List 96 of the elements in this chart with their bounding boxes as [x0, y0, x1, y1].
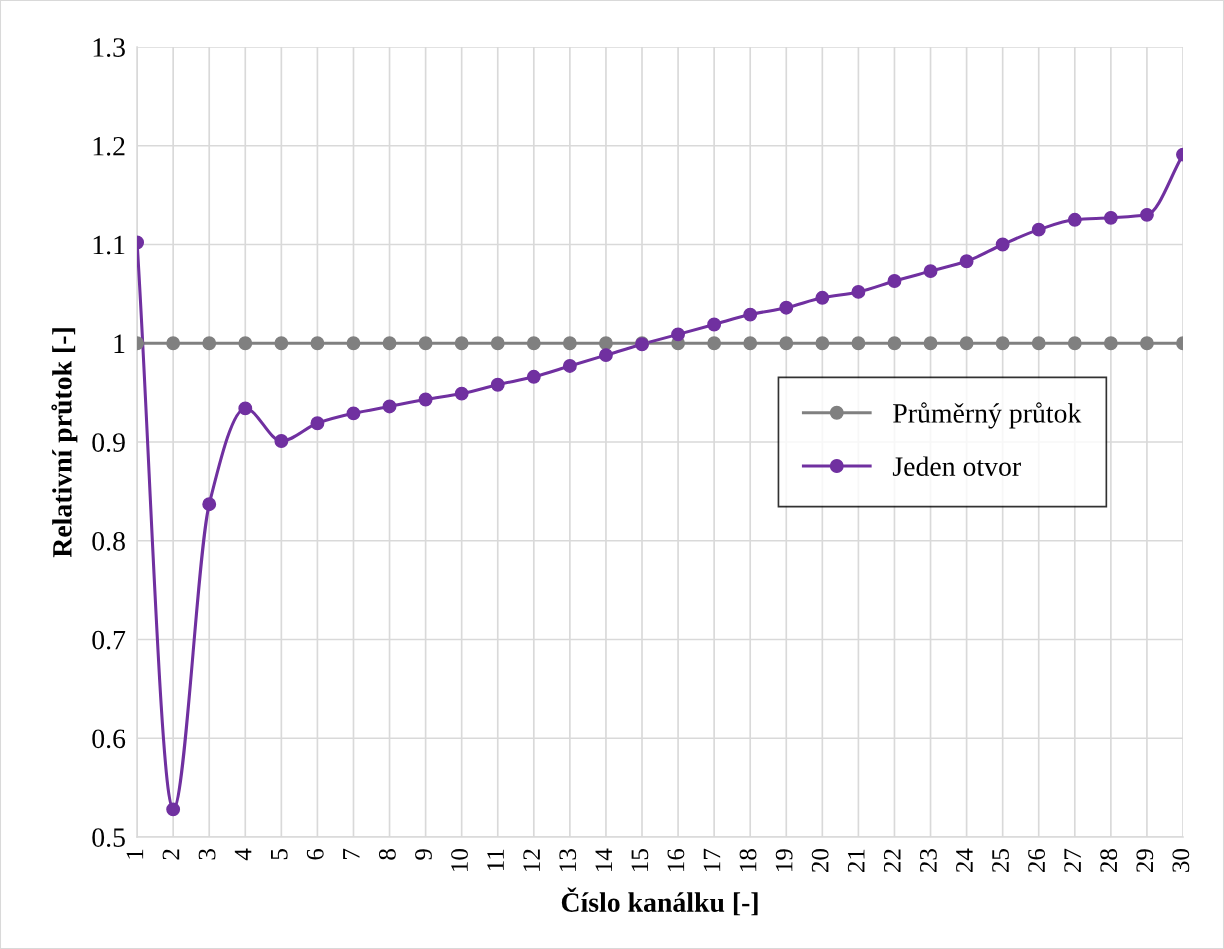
y-tick-label: 1.2: [93, 136, 125, 156]
x-tick-label: 24: [956, 848, 973, 873]
point: [959, 254, 974, 269]
x-tick-label: 9: [415, 849, 432, 860]
point: [490, 377, 505, 392]
y-axis-title: Relativní průtok [-]: [51, 328, 78, 558]
x-tick-label: 28: [1100, 849, 1118, 873]
x-tick-label: 7: [343, 848, 360, 859]
y-tick-label: 1: [114, 334, 125, 353]
point: [743, 336, 758, 351]
y-tick-label: 1.1: [93, 235, 125, 255]
x-tick-label: 10: [451, 849, 468, 871]
y-tick-label: 0.8: [92, 531, 125, 551]
point: [238, 401, 253, 416]
point: [166, 336, 181, 351]
point: [166, 802, 181, 817]
point: [1103, 210, 1118, 225]
x-tick-label: 25: [992, 849, 1009, 873]
x-tick-label: 26: [1028, 848, 1045, 873]
point: [743, 307, 758, 322]
x-tick-label: 8: [378, 849, 396, 860]
point: [815, 290, 830, 305]
y-tick-label: 0.9: [92, 433, 125, 453]
point: [1139, 336, 1154, 351]
x-tick-label: 6: [306, 848, 324, 860]
point: [851, 336, 866, 351]
point: [274, 434, 289, 448]
x-tick-label: 29: [1136, 849, 1154, 873]
point: [418, 392, 433, 407]
point: [454, 386, 469, 401]
point: [779, 300, 794, 315]
x-tick-label: 2: [162, 849, 180, 860]
x-tick-label: 15: [631, 849, 649, 871]
point: [202, 497, 217, 512]
x-tick-label: 17: [703, 848, 721, 871]
x-tick-label: 3: [198, 849, 216, 860]
y-tick-label: 0.7: [92, 630, 126, 650]
x-tick-label: 20: [811, 849, 829, 873]
point: [562, 359, 577, 373]
legend-label: Průměrný průtok: [893, 402, 1082, 429]
x-tick-label: 19: [775, 849, 793, 871]
point: [851, 284, 866, 299]
point: [923, 336, 938, 351]
point: [959, 336, 974, 351]
point: [1067, 336, 1082, 351]
point: [346, 336, 361, 351]
x-tick-label: 16: [667, 848, 685, 871]
point: [346, 406, 361, 421]
point: [202, 336, 217, 351]
point: [1139, 207, 1154, 222]
point: [310, 336, 325, 351]
y-tick-label: 1.3: [93, 38, 125, 58]
x-tick-label: 22: [883, 849, 901, 873]
point: [310, 416, 325, 431]
x-tick-label: 12: [523, 849, 540, 871]
y-tick-label: 0.5: [92, 828, 125, 848]
x-axis-title: Číslo kanálku [-]: [561, 887, 758, 916]
point: [995, 237, 1010, 252]
point: [526, 369, 541, 384]
point: [887, 336, 902, 351]
point: [274, 336, 289, 351]
point: [671, 327, 686, 342]
point: [1031, 336, 1046, 351]
x-tick-label: 1: [126, 849, 144, 859]
point: [815, 336, 830, 351]
point: [1067, 212, 1082, 227]
point: [490, 336, 505, 351]
x-tick-label: 21: [847, 849, 865, 873]
x-tick-label: 13: [559, 849, 577, 871]
point: [382, 399, 397, 414]
point: [779, 336, 794, 351]
point: [887, 274, 902, 288]
point: [707, 336, 722, 351]
point: [238, 336, 253, 351]
point: [598, 348, 613, 363]
x-tick-label: 14: [595, 848, 612, 871]
x-tick-label: 5: [270, 849, 288, 860]
x-tick-label: 18: [739, 849, 757, 871]
point: [923, 264, 938, 279]
point: [382, 336, 397, 351]
x-tick-label: 11: [487, 849, 504, 870]
y-tick-label: 0.6: [92, 729, 126, 749]
point: [1103, 336, 1118, 351]
x-tick-label: 27: [1064, 848, 1081, 873]
point: [598, 336, 613, 351]
point: [454, 336, 469, 351]
point: [526, 336, 541, 351]
point: [562, 336, 577, 351]
point: [418, 336, 433, 351]
x-tick-label: 4: [234, 848, 252, 861]
x-tick-label: 23: [919, 849, 937, 873]
point: [995, 336, 1010, 351]
legend-label: Jeden otvor: [892, 456, 1021, 476]
point: [707, 317, 722, 332]
x-tick-label: 30: [1172, 849, 1190, 872]
point: [1031, 222, 1046, 237]
